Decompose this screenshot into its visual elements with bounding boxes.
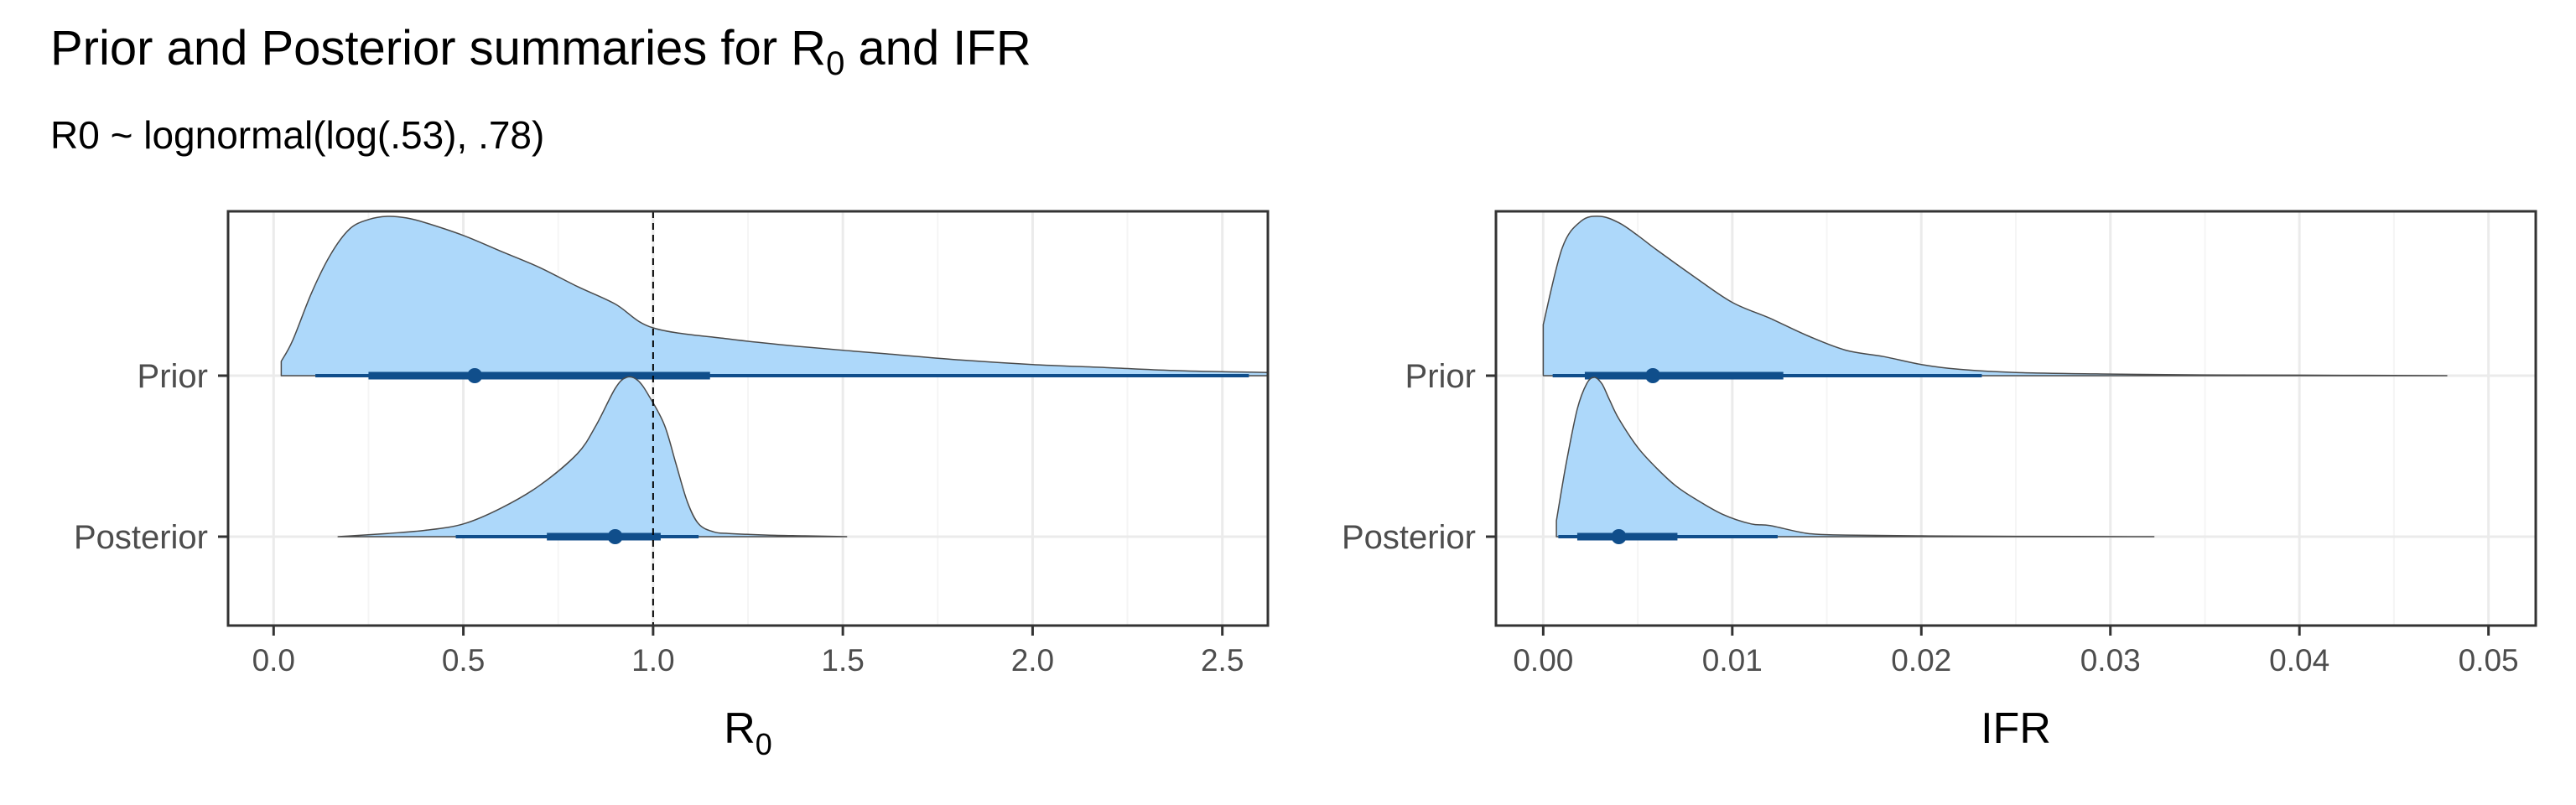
x-tick-label: 0.05 <box>2459 643 2519 678</box>
y-tick-label: Posterior <box>1342 519 1476 556</box>
x-tick-label: 2.0 <box>1011 643 1054 678</box>
panel-border <box>226 210 1270 627</box>
density-prior <box>280 216 1268 377</box>
point-estimate-posterior <box>1611 529 1627 544</box>
chart-subtitle: R0 ~ lognormal(log(.53), .78) <box>50 113 545 157</box>
y-tick-label: Prior <box>1405 358 1476 395</box>
x-tick-label: 1.5 <box>821 643 864 678</box>
density-posterior <box>1555 377 2155 538</box>
x-axis-title-main: IFR <box>1981 704 2051 753</box>
panel-content <box>1542 216 2448 544</box>
chart-panel-1: 0.0 0.5 1.0 1.5 2.0 2.5 Prior Posterior R0 <box>74 210 1270 761</box>
x-axis-title-subscript: 0 <box>756 727 772 761</box>
y-tick-label: Posterior <box>74 519 208 556</box>
x-axis-title: IFR <box>1981 704 2051 753</box>
x-tick-label: 0.00 <box>1513 643 1573 678</box>
panel-content <box>280 211 1268 626</box>
x-tick-label: 2.5 <box>1201 643 1244 678</box>
point-estimate-posterior <box>607 529 623 544</box>
x-axis-title-main: R <box>724 704 756 753</box>
x-tick-label: 0.5 <box>442 643 485 678</box>
x-tick-label: 1.0 <box>631 643 674 678</box>
x-tick-label: 0.03 <box>2080 643 2141 678</box>
y-tick-label: Prior <box>138 358 208 395</box>
x-axis-title: R0 <box>724 704 772 761</box>
x-tick-label: 0.0 <box>252 643 295 678</box>
x-tick-label: 0.01 <box>1702 643 1763 678</box>
density-posterior <box>337 376 848 538</box>
x-tick-label: 0.02 <box>1891 643 1951 678</box>
density-prior <box>1542 216 2448 377</box>
point-estimate-prior <box>1645 368 1661 383</box>
chart-panel-2: 0.00 0.01 0.02 0.03 0.04 0.05 Prior Posterior IF… <box>1342 210 2537 753</box>
point-estimate-prior <box>467 368 483 383</box>
panel-border <box>1494 210 2537 627</box>
x-tick-label: 0.04 <box>2269 643 2329 678</box>
chart-title: Prior and Posterior summaries for R0 and… <box>50 21 1031 82</box>
